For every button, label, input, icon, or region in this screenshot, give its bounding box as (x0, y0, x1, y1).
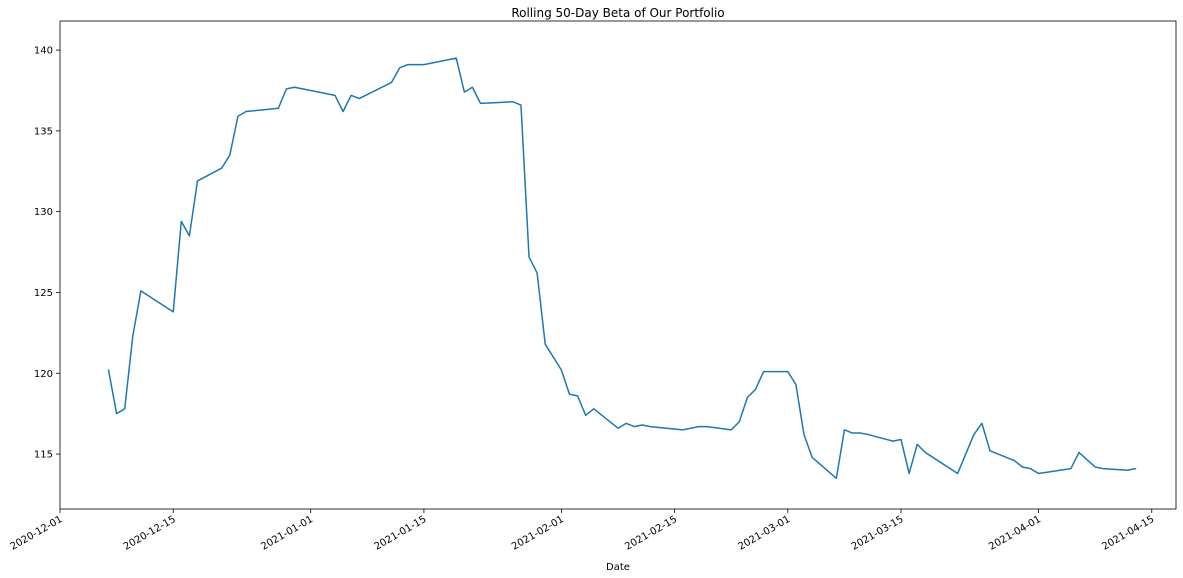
chart-title: Rolling 50-Day Beta of Our Portfolio (511, 6, 724, 20)
x-axis: 2020-12-01 2020-12-15 2021-01-01 2021-01-15… (9, 509, 1156, 553)
x-tick-label: 2021-03-15 (850, 514, 906, 553)
x-tick-label: 2021-02-01 (510, 514, 566, 553)
x-tick-label: 2021-04-01 (987, 514, 1043, 553)
x-tick-label: 2020-12-15 (122, 514, 178, 553)
series-line-0 (107, 57, 1137, 480)
x-tick-label: 2020-12-01 (9, 514, 65, 553)
y-tick-label: 130 (34, 207, 53, 218)
x-tick-label: 2021-01-15 (373, 514, 429, 553)
y-tick-label: 120 (34, 369, 53, 380)
x-axis-label: Date (606, 562, 630, 573)
plot-frame (59, 20, 1177, 510)
x-tick-label: 2021-01-01 (259, 514, 315, 553)
x-tick-label: 2021-02-15 (623, 514, 679, 553)
y-tick-label: 135 (34, 126, 53, 137)
x-tick-label: 2021-04-15 (1100, 514, 1156, 553)
x-tick-label: 2021-03-01 (736, 514, 792, 553)
y-tick-label: 125 (34, 288, 53, 299)
y-tick-label: 115 (34, 450, 53, 461)
y-tick-label: 140 (34, 46, 53, 57)
plot-area (107, 57, 1137, 480)
y-axis: 115 120 125 130 135 140 (34, 46, 60, 461)
